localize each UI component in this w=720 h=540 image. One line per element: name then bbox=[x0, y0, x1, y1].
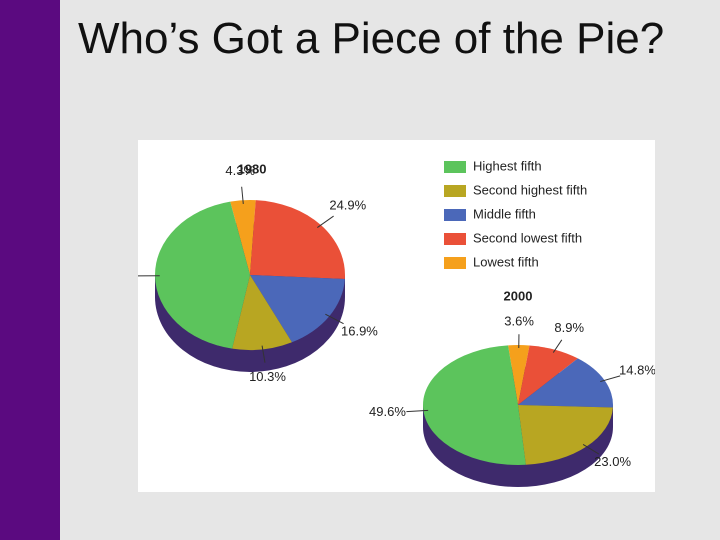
data-label: 3.6% bbox=[504, 314, 534, 329]
pie-slice bbox=[518, 405, 613, 465]
legend-swatch bbox=[444, 209, 466, 221]
leader-line bbox=[325, 313, 344, 325]
pie-slice bbox=[518, 345, 578, 405]
legend-label: Middle fifth bbox=[473, 206, 536, 221]
legend-swatch bbox=[444, 233, 466, 245]
pie-slice bbox=[422, 345, 526, 465]
data-label: 14.8% bbox=[619, 362, 655, 377]
data-label: 49.6% bbox=[369, 404, 406, 419]
data-label: 4.3% bbox=[225, 163, 255, 178]
slide-title: Who’s Got a Piece of the Pie? bbox=[78, 14, 665, 63]
legend-swatch bbox=[444, 161, 466, 173]
pie-slice bbox=[250, 200, 345, 279]
leader-line bbox=[600, 375, 621, 383]
leader-line bbox=[406, 409, 429, 413]
legend-label: Lowest fifth bbox=[473, 254, 539, 269]
pie-slice bbox=[155, 201, 250, 349]
data-label: 24.9% bbox=[329, 198, 366, 213]
side-bar bbox=[0, 0, 60, 540]
data-label: 23.0% bbox=[594, 454, 631, 469]
pie-slice bbox=[230, 200, 256, 275]
pie-slice bbox=[250, 275, 345, 343]
legend-swatch bbox=[444, 257, 466, 269]
data-label: 10.3% bbox=[249, 369, 286, 384]
pie-slice bbox=[518, 358, 613, 408]
pie-slice bbox=[508, 345, 530, 405]
pie-title: 1980 bbox=[238, 161, 267, 176]
legend-label: Second lowest fifth bbox=[473, 230, 582, 245]
legend-label: Highest fifth bbox=[473, 158, 542, 173]
legend-swatch bbox=[444, 185, 466, 197]
data-label: 16.9% bbox=[341, 323, 378, 338]
chart: Highest fifth Second highest fifth Middle … bbox=[138, 140, 655, 492]
leader-line bbox=[241, 186, 244, 204]
data-label: 8.9% bbox=[554, 320, 584, 335]
pie-slice bbox=[232, 275, 292, 350]
leader-line bbox=[317, 215, 334, 228]
pie-title: 2000 bbox=[504, 288, 533, 303]
leader-line bbox=[261, 345, 266, 363]
leader-line bbox=[552, 339, 563, 353]
leader-line bbox=[582, 444, 600, 455]
legend-label: Second highest fifth bbox=[473, 182, 587, 197]
